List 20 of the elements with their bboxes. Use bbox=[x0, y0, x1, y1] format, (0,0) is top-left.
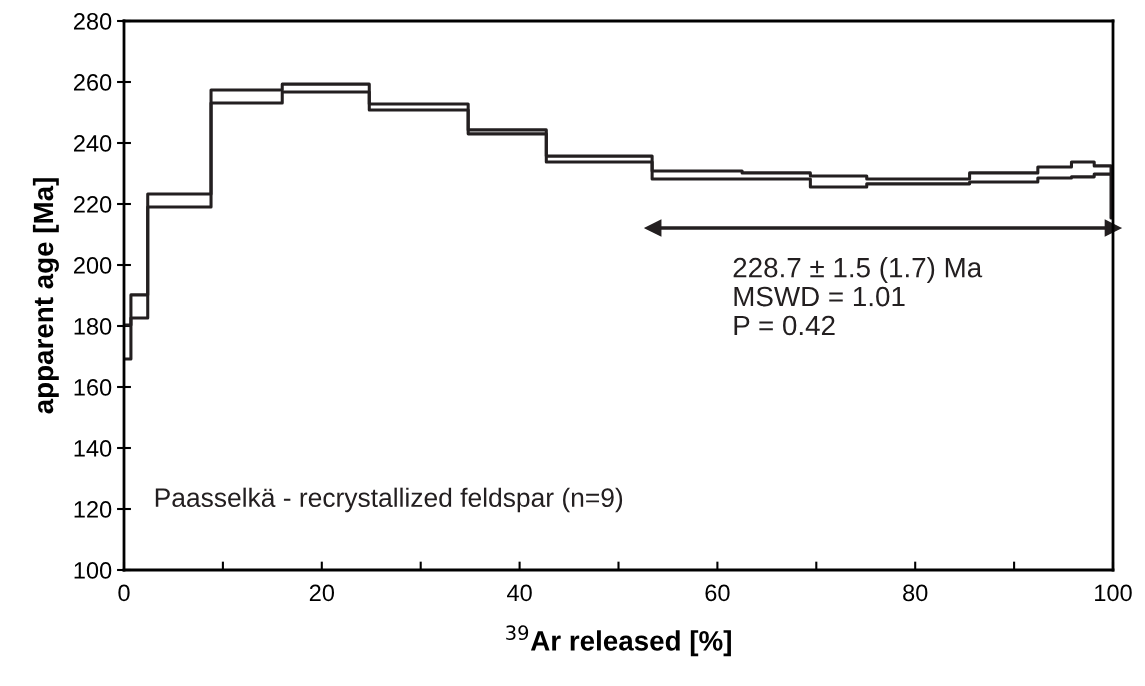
y-tick-label: 160 bbox=[74, 379, 112, 396]
y-tick-label: 260 bbox=[73, 74, 112, 91]
x-tick-label: 20 bbox=[309, 584, 335, 602]
y-tick-label: 280 bbox=[73, 13, 112, 30]
x-tick-label: 80 bbox=[903, 584, 928, 602]
y-tick-label: 200 bbox=[73, 257, 112, 274]
y-tick-label: 140 bbox=[74, 440, 112, 457]
annotation: 228.7 ± 1.5 (1.7) Ma MSWD = 1.01 P = 0.42 bbox=[733, 257, 983, 336]
y-tick-label: 120 bbox=[74, 501, 112, 518]
y-tick-label: 220 bbox=[73, 196, 112, 213]
x-tick-label: 0 bbox=[118, 584, 130, 602]
y-tick-label: 100 bbox=[74, 562, 112, 579]
y-axis-title: apparent age [Ma] bbox=[32, 178, 59, 414]
y-tick-label: 240 bbox=[73, 135, 112, 152]
x-axis-title: $^{39}$Ar released [%] bbox=[506, 625, 731, 657]
y-tick-label: 180 bbox=[74, 318, 112, 335]
x-tick-label: 100 bbox=[1095, 584, 1132, 602]
x-tick-label: 60 bbox=[705, 584, 730, 602]
annotation: Paasselkä - recrystallized feldspar (n=9) bbox=[155, 487, 623, 513]
x-tick-label: 40 bbox=[507, 584, 532, 602]
